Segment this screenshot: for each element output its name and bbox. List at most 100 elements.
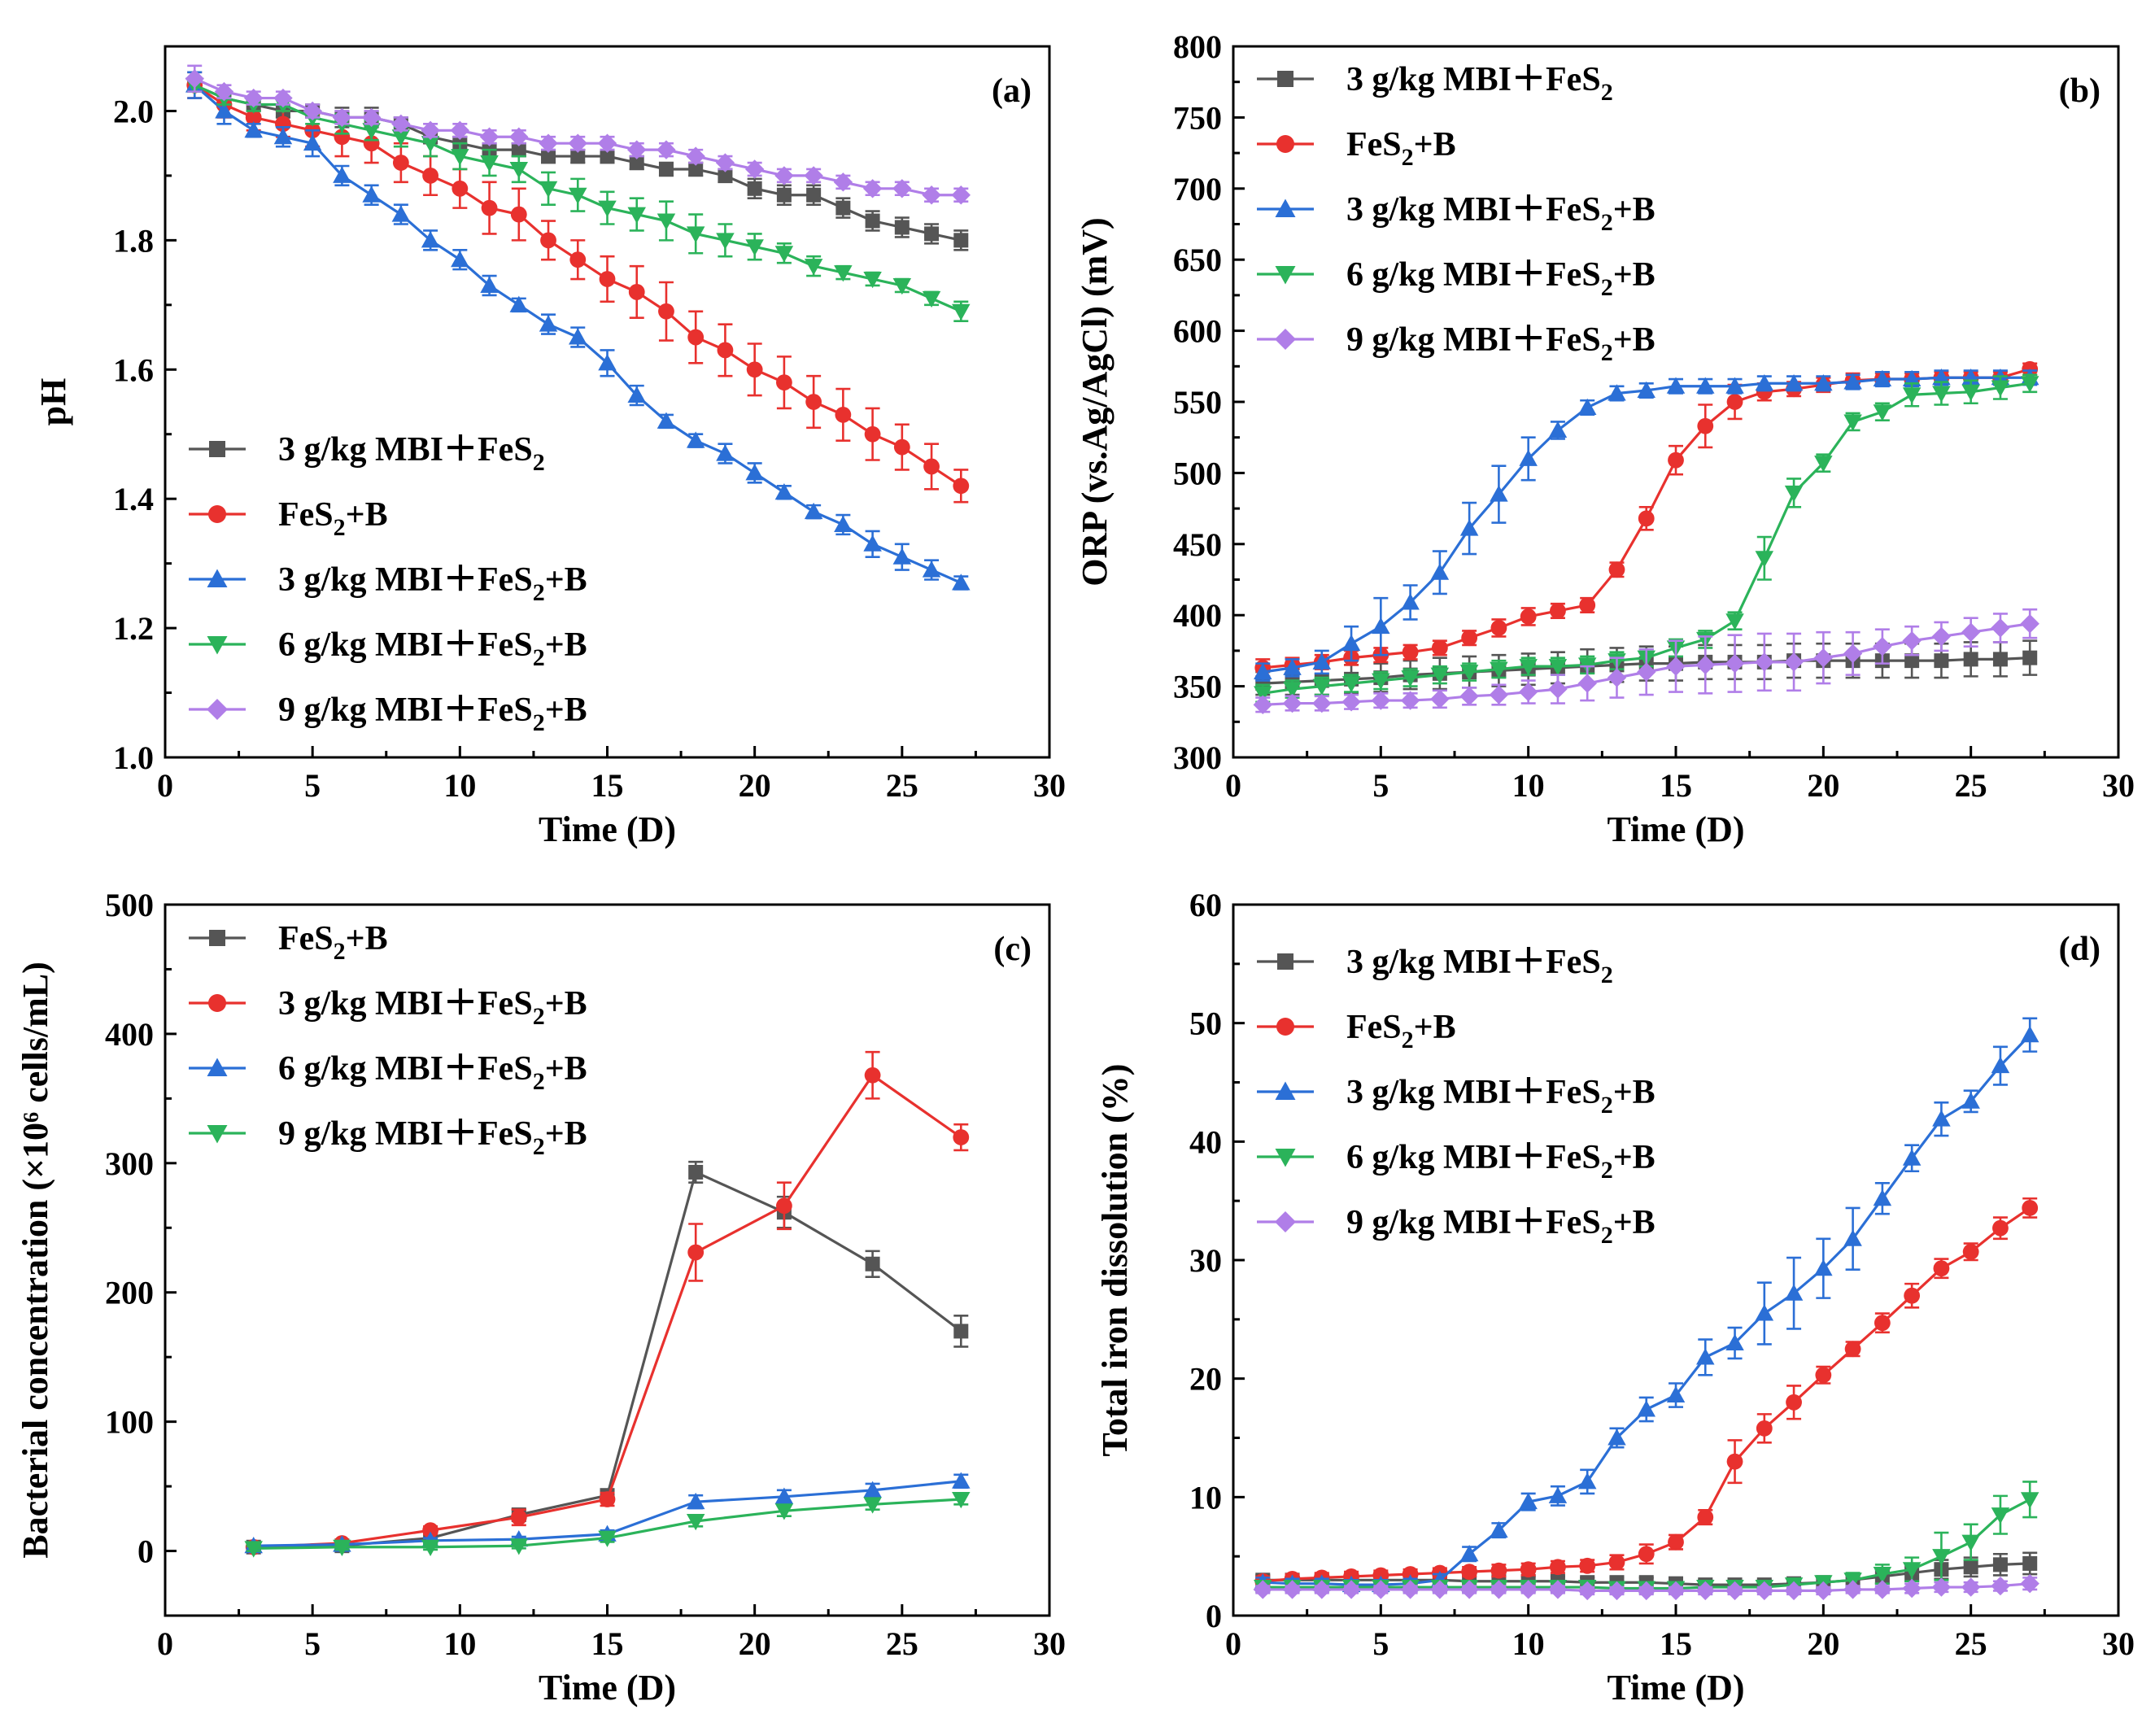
x-axis-label: Time (D) bbox=[539, 1668, 676, 1708]
data-point bbox=[1843, 414, 1862, 431]
data-point bbox=[2022, 650, 2038, 665]
data-point bbox=[1548, 679, 1568, 699]
y-tick-label: 0 bbox=[1206, 1598, 1222, 1634]
data-point bbox=[1904, 1287, 1921, 1304]
legend-subscript: 2 bbox=[334, 514, 346, 541]
data-point bbox=[1902, 1562, 1922, 1579]
data-point bbox=[1312, 693, 1332, 713]
legend-marker bbox=[208, 994, 226, 1012]
data-point bbox=[892, 547, 912, 565]
data-point bbox=[273, 127, 293, 145]
x-tick-label: 20 bbox=[739, 767, 771, 804]
y-tick-label: 600 bbox=[1173, 313, 1222, 350]
data-point bbox=[451, 250, 469, 268]
data-point bbox=[774, 482, 794, 500]
data-point bbox=[452, 180, 469, 197]
data-point bbox=[745, 464, 764, 481]
x-tick-label: 10 bbox=[443, 1625, 476, 1662]
legend-text: 3 g/kg MBI＋FeS bbox=[278, 985, 533, 1023]
legend-label: FeS2+B bbox=[278, 496, 388, 541]
y-tick-label: 750 bbox=[1173, 99, 1222, 136]
data-point bbox=[1638, 510, 1655, 527]
data-point bbox=[1490, 1520, 1508, 1538]
data-point bbox=[244, 1541, 263, 1558]
data-point bbox=[450, 120, 470, 140]
data-point bbox=[1902, 630, 1922, 651]
data-point bbox=[1550, 1559, 1566, 1576]
data-point bbox=[1400, 691, 1420, 710]
data-point bbox=[303, 133, 322, 151]
data-point bbox=[1459, 1580, 1479, 1599]
data-point bbox=[1577, 1472, 1597, 1490]
legend-label: FeS2+B bbox=[1346, 126, 1456, 171]
data-point bbox=[776, 374, 792, 391]
data-point bbox=[745, 239, 764, 256]
data-point bbox=[1873, 1567, 1892, 1584]
data-point bbox=[1725, 653, 1745, 674]
data-point bbox=[510, 206, 527, 223]
data-point bbox=[865, 1256, 880, 1271]
data-point bbox=[1755, 652, 1774, 672]
data-point bbox=[1577, 1581, 1597, 1601]
data-point bbox=[422, 168, 438, 184]
x-tick-label: 25 bbox=[1955, 767, 1987, 804]
legend-marker bbox=[1276, 1018, 1294, 1036]
data-point bbox=[1931, 626, 1952, 647]
y-tick-label: 450 bbox=[1173, 526, 1222, 563]
legend-subscript: 2 bbox=[334, 938, 346, 965]
data-point bbox=[952, 574, 971, 591]
data-point bbox=[244, 121, 263, 138]
data-point bbox=[1666, 1581, 1686, 1601]
legend-text: 6 g/kg MBI＋FeS bbox=[278, 1050, 533, 1088]
data-point bbox=[1253, 1580, 1272, 1599]
data-point bbox=[1963, 1559, 1978, 1575]
y-tick-label: 20 bbox=[1189, 1361, 1222, 1398]
legend-item: 3 g/kg MBI＋FeS2 bbox=[1257, 944, 1613, 988]
data-point bbox=[569, 187, 587, 204]
legend-subscript: 2 bbox=[1601, 1092, 1613, 1119]
y-tick-label: 500 bbox=[1173, 455, 1222, 491]
data-point bbox=[1461, 1564, 1478, 1581]
data-point bbox=[1607, 1581, 1627, 1601]
data-point bbox=[510, 1509, 527, 1526]
legend-text: 9 g/kg MBI＋FeS bbox=[278, 691, 533, 729]
x-tick-label: 5 bbox=[1372, 767, 1389, 804]
data-point bbox=[1932, 369, 1951, 386]
legend-suffix: +B bbox=[346, 920, 388, 957]
data-point bbox=[1696, 1348, 1715, 1365]
data-point bbox=[421, 1539, 440, 1557]
data-point bbox=[539, 181, 558, 198]
data-point bbox=[333, 1539, 351, 1557]
series-4 bbox=[185, 64, 971, 205]
y-tick-label: 10 bbox=[1189, 1479, 1222, 1516]
data-point bbox=[1607, 668, 1627, 687]
data-point bbox=[1459, 665, 1479, 682]
data-point bbox=[1490, 1562, 1507, 1579]
legend-label: 3 g/kg MBI＋FeS2+B bbox=[278, 561, 587, 606]
data-point bbox=[952, 1491, 971, 1509]
legend-subscript: 2 bbox=[533, 644, 545, 671]
series-3 bbox=[244, 1491, 971, 1558]
legend-label: FeS2+B bbox=[1346, 1009, 1456, 1053]
data-point bbox=[1430, 689, 1450, 709]
legend-text: FeS bbox=[278, 920, 334, 957]
legend-label: 6 g/kg MBI＋FeS2+B bbox=[278, 626, 587, 671]
data-point bbox=[658, 161, 674, 177]
data-point bbox=[1784, 1581, 1804, 1601]
legend-label: 9 g/kg MBI＋FeS2+B bbox=[278, 1115, 587, 1160]
data-point bbox=[746, 361, 763, 378]
x-tick-label: 30 bbox=[2102, 1625, 2135, 1662]
data-point bbox=[892, 179, 912, 198]
y-axis-label: Total iron dissolution (%) bbox=[1095, 1064, 1135, 1457]
data-point bbox=[540, 232, 556, 249]
data-point bbox=[1902, 1149, 1922, 1166]
data-point bbox=[1400, 1580, 1420, 1599]
legend-item: 6 g/kg MBI＋FeS2+B bbox=[1257, 1139, 1656, 1184]
y-tick-label: 2.0 bbox=[113, 93, 154, 129]
data-point bbox=[1312, 652, 1332, 670]
data-point bbox=[805, 394, 822, 410]
data-point bbox=[2020, 613, 2039, 634]
data-point bbox=[570, 149, 586, 164]
data-point bbox=[1519, 659, 1538, 676]
